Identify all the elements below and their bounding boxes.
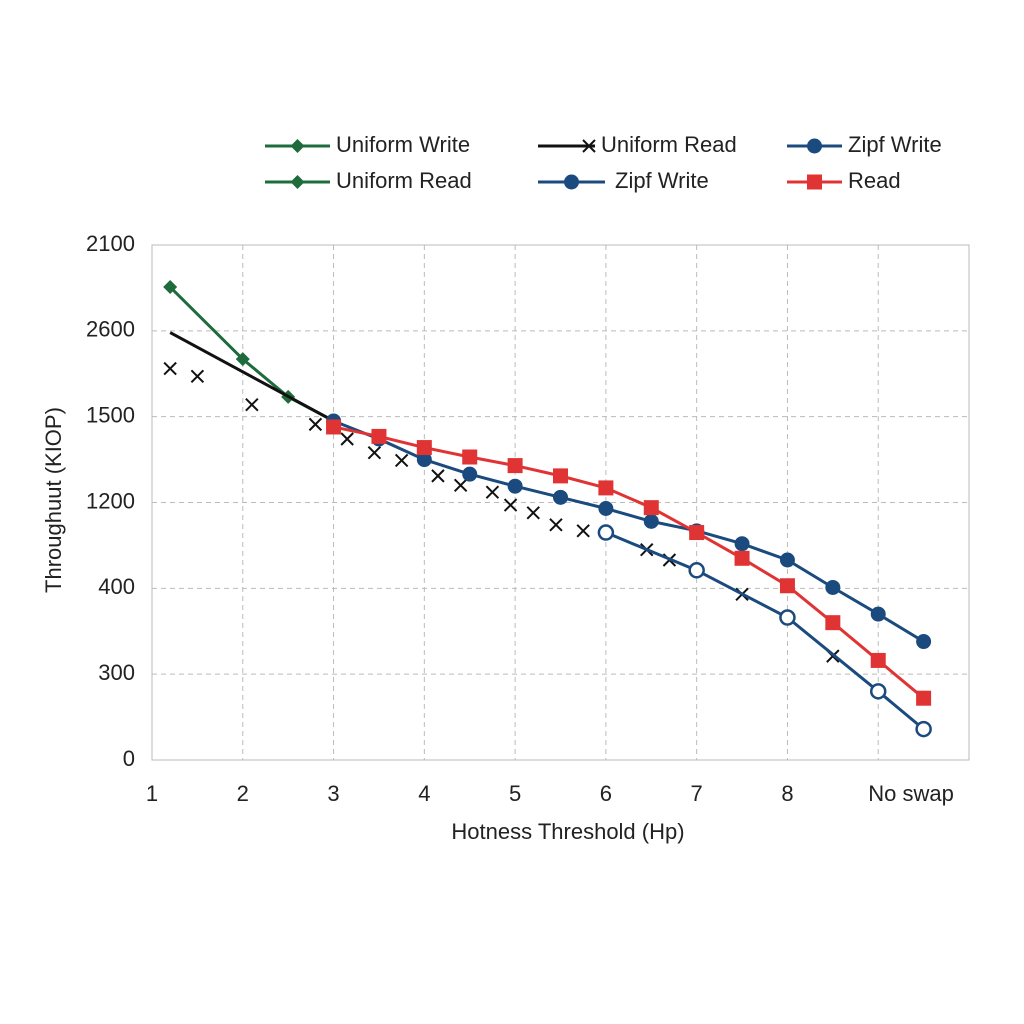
y-tick-label: 0 [123,746,135,771]
marker [367,446,382,460]
marker [869,683,887,700]
x-tick-label: 6 [600,781,612,806]
marker [870,652,886,668]
marker [870,606,886,622]
x-tick-label: 7 [691,781,703,806]
marker [915,720,932,738]
legend-marker [290,175,305,189]
marker [507,458,523,474]
legend-label: Zipf Write [848,132,942,157]
y-tick-label: 400 [98,574,135,599]
marker [163,280,178,295]
series-line [605,531,925,731]
y-tick-label: 300 [98,660,135,685]
marker [416,440,432,456]
marker [825,615,841,631]
series-line [169,285,335,423]
marker [549,518,563,532]
legend-marker [290,139,305,153]
x-tick-label: 1 [146,781,158,806]
marker [507,478,523,494]
y-tick-label: 1200 [86,488,135,513]
x-axis-label: Hotness Threshold (Hp) [451,819,684,844]
marker [643,500,659,516]
marker [163,361,177,376]
series-line [333,425,925,700]
marker [235,352,250,367]
marker [916,690,932,706]
marker [462,449,478,465]
marker [503,498,518,512]
marker [431,469,445,483]
marker [825,579,841,595]
marker [779,609,796,626]
x-tick-label: 5 [509,781,521,806]
marker [462,466,478,482]
legend-marker [582,139,596,153]
legend-label: Uniform Read [601,132,737,157]
x-tick-label: 4 [418,781,430,806]
x-tick-label: 8 [781,781,793,806]
legend-marker [807,138,822,154]
marker [689,525,705,541]
marker [598,501,614,517]
legend-label: Read [848,168,901,193]
y-tick-label: 2100 [86,231,135,256]
y-tick-label: 1500 [86,402,135,427]
marker [245,397,259,412]
marker [190,369,205,384]
marker [326,419,342,435]
marker [734,536,750,552]
marker [916,634,932,650]
marker [779,552,795,568]
x-tick-label: No swap [868,781,954,806]
marker [597,524,615,541]
marker [643,513,659,529]
marker [553,489,568,505]
marker [371,428,387,444]
y-tick-label: 2600 [86,317,135,342]
x-tick-label: 2 [237,781,249,806]
marker [598,480,614,496]
x-tick-label: 3 [327,781,339,806]
y-axis-label: Throughuut (KIOP) [41,407,66,593]
legend-label: Zipf Write [615,168,709,193]
series-line [169,331,335,423]
legend-label: Uniform Read [336,168,472,193]
marker [779,578,795,594]
series-line [333,419,925,643]
legend-marker [564,174,579,190]
marker [453,478,468,493]
marker [308,417,323,432]
legend-marker [807,174,822,190]
marker [485,485,500,499]
marker [340,432,354,446]
marker [734,550,750,566]
marker [688,562,705,579]
marker [394,453,409,468]
marker [576,524,590,538]
marker [526,506,540,520]
legend-label: Uniform Write [336,132,470,157]
marker [553,468,568,484]
